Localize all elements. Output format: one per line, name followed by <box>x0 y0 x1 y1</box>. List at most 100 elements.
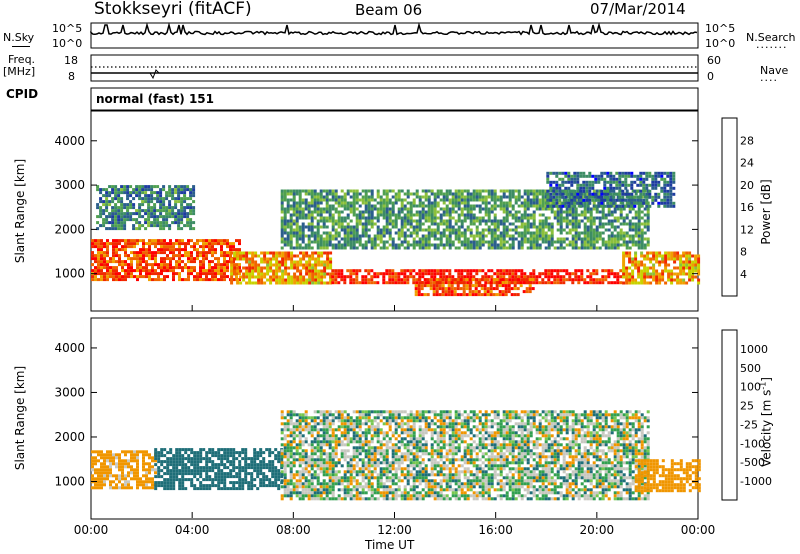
heatmap-cell <box>109 450 112 454</box>
heatmap-cell <box>406 219 410 223</box>
heatmap-cell <box>493 195 497 199</box>
heatmap-cell <box>202 260 205 264</box>
heatmap-cell <box>254 275 258 279</box>
heatmap-cell <box>133 474 136 478</box>
heatmap-cell <box>147 215 151 219</box>
heatmap-cell <box>180 209 184 213</box>
heatmap-cell <box>186 188 190 192</box>
heatmap-cell <box>202 239 205 243</box>
heatmap-cell <box>490 231 494 235</box>
heatmap-cell <box>607 228 611 232</box>
heatmap-cell <box>135 218 139 222</box>
heatmap-cell <box>544 192 548 196</box>
heatmap-cell <box>121 266 124 270</box>
heatmap-cell <box>205 487 209 491</box>
heatmap-cell <box>445 189 449 193</box>
heatmap-cell <box>594 174 598 178</box>
heatmap-cell <box>319 237 323 241</box>
colorbar-tick-label: 20 <box>740 179 754 192</box>
heatmap-cell <box>418 237 422 241</box>
heatmap-cell <box>472 275 476 279</box>
heatmap-cell <box>283 228 287 232</box>
heatmap-cell <box>328 243 332 247</box>
heatmap-cell <box>559 219 563 223</box>
heatmap-cell <box>517 192 521 196</box>
heatmap-cell <box>283 485 287 489</box>
heatmap-cell <box>615 183 619 187</box>
heatmap-cell <box>495 287 499 291</box>
heatmap-cell <box>205 269 208 273</box>
heatmap-cell <box>192 209 196 213</box>
heatmap-cell <box>514 231 518 235</box>
heatmap-cell <box>238 469 242 473</box>
heatmap-cell <box>100 263 103 267</box>
heatmap-cell <box>580 278 584 282</box>
heatmap-cell <box>157 278 160 282</box>
heatmap-cell <box>657 183 661 187</box>
heatmap-cell <box>552 171 556 175</box>
heatmap-cell <box>166 275 169 279</box>
heatmap-cell <box>385 272 389 276</box>
heatmap-cell <box>292 452 296 456</box>
heatmap-cell <box>126 197 130 201</box>
heatmap-cell <box>625 269 629 273</box>
heatmap-cell <box>180 203 184 207</box>
heatmap-cell <box>589 272 593 276</box>
heatmap-cell <box>283 219 287 223</box>
heatmap-cell <box>322 207 326 211</box>
heatmap-cell <box>160 245 163 249</box>
heatmap-cell <box>622 222 626 226</box>
heatmap-cell <box>271 451 275 455</box>
heatmap-cell <box>595 216 599 220</box>
heatmap-cell <box>606 195 610 199</box>
heatmap-cell <box>268 448 272 452</box>
heatmap-cell <box>616 234 620 238</box>
heatmap-cell <box>106 468 109 472</box>
heatmap-cell <box>162 200 166 204</box>
heatmap-cell <box>112 453 115 457</box>
heatmap-cell <box>625 195 629 199</box>
heatmap-cell <box>192 194 196 198</box>
heatmap-cell <box>199 269 202 273</box>
heatmap-cell <box>323 251 327 255</box>
heatmap-cell <box>478 240 482 244</box>
heatmap-cell <box>337 234 341 238</box>
heatmap-cell <box>442 210 446 214</box>
heatmap-cell <box>304 216 308 220</box>
heatmap-cell <box>319 219 323 223</box>
heatmap-cell <box>277 475 281 479</box>
heatmap-cell <box>640 275 644 279</box>
heatmap-cell <box>654 171 658 175</box>
heatmap-cell <box>463 189 467 193</box>
heatmap-cell <box>502 225 506 229</box>
heatmap-cell <box>450 290 454 294</box>
heatmap-cell <box>232 457 236 461</box>
heatmap-cell <box>484 275 488 279</box>
heatmap-cell <box>298 210 302 214</box>
heatmap-cell <box>423 293 427 297</box>
heatmap-cell <box>180 206 184 210</box>
heatmap-cell <box>487 219 491 223</box>
heatmap-cell <box>427 207 431 211</box>
heatmap-cell <box>367 278 371 282</box>
heatmap-cell <box>91 251 94 255</box>
heatmap-cell <box>460 240 464 244</box>
heatmap-cell <box>589 275 593 279</box>
heatmap-cell <box>664 266 668 270</box>
heatmap-cell <box>463 204 467 208</box>
heatmap-cell <box>238 263 241 267</box>
heatmap-cell <box>477 281 481 285</box>
heatmap-cell <box>541 272 545 276</box>
heatmap-cell <box>355 231 359 235</box>
heatmap-cell <box>159 209 163 213</box>
heatmap-cell <box>505 246 509 250</box>
heatmap-cell <box>514 198 518 202</box>
heatmap-cell <box>142 468 145 472</box>
heatmap-cell <box>427 225 431 229</box>
heatmap-cell <box>235 487 239 491</box>
heatmap-cell <box>517 243 521 247</box>
heatmap-cell <box>523 198 527 202</box>
heatmap-cell <box>349 237 353 241</box>
heatmap-cell <box>469 216 473 220</box>
